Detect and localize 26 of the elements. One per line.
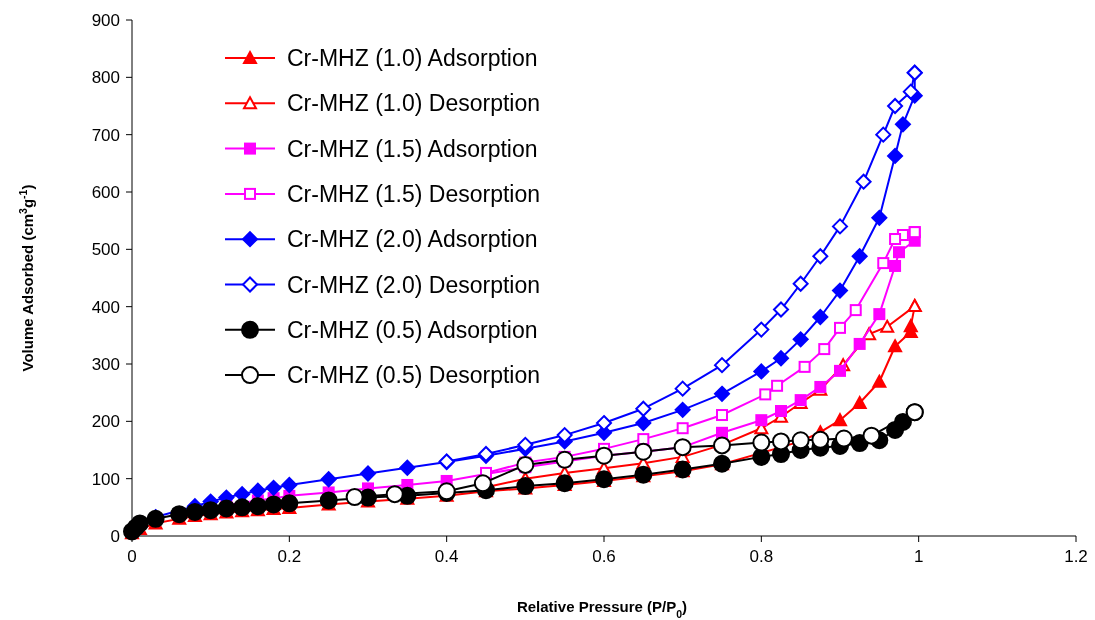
y-tick-label: 200 [91,412,120,432]
x-tick-label: 1.2 [1064,547,1088,566]
y-tick-label: 900 [91,11,120,30]
legend-label: Cr-MHZ (0.5) Adsorption [287,316,538,343]
x-tick-label: 0.8 [749,547,774,566]
x-tick-label: 0.4 [434,547,459,566]
y-tick-label: 400 [91,297,120,317]
y-tick-label: 300 [91,355,120,374]
y-tick-label: 800 [91,68,120,88]
x-axis-title: Relative Pressure (P/P$_{0}$) [516,598,688,620]
y-tick-label: 700 [91,125,120,145]
x-tick-label: 0.6 [592,547,616,566]
legend-label: Cr-MHZ (2.0) Desorption [287,271,541,298]
legend-label: Cr-MHZ (0.5) Desorption [287,362,541,389]
legend-label: Cr-MHZ (2.0) Adsorption [287,226,538,253]
legend-label: Cr-MHZ (1.5) Adsorption [287,135,538,162]
legend-label: Cr-MHZ (1.0) Adsorption [287,45,538,71]
y-tick-label: 100 [91,469,120,489]
legend-label: Cr-MHZ (1.5) Desorption [287,180,541,207]
y-tick-label: 500 [91,240,120,260]
y-tick-label: 0 [110,527,120,546]
legend-label: Cr-MHZ (1.0) Desorption [287,90,541,117]
x-tick-label: 0.2 [277,547,302,566]
x-tick-label: 0 [127,547,137,566]
y-tick-label: 600 [91,183,120,202]
x-tick-label: 1 [913,547,924,566]
